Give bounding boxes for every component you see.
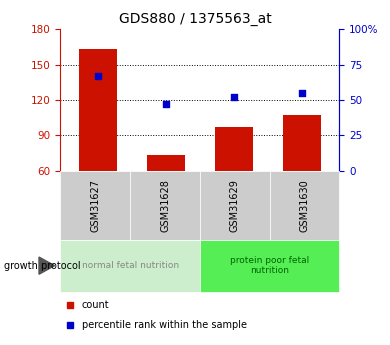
Text: normal fetal nutrition: normal fetal nutrition (82, 261, 179, 270)
Text: GDS880 / 1375563_at: GDS880 / 1375563_at (119, 12, 271, 26)
Point (95, 73, 101, 79)
Text: GSM31630: GSM31630 (300, 179, 309, 231)
Text: GSM31628: GSM31628 (160, 179, 170, 232)
Bar (283, 115, 321, 171)
Text: GSM31629: GSM31629 (230, 179, 240, 232)
Text: percentile rank within the sample: percentile rank within the sample (82, 321, 247, 330)
Point (163, 101, 169, 107)
Text: count: count (82, 300, 110, 310)
Text: GSM31627: GSM31627 (90, 179, 100, 232)
Polygon shape (39, 257, 55, 274)
Point (231, 95, 237, 100)
Text: protein poor fetal
nutrition: protein poor fetal nutrition (230, 256, 309, 275)
Bar (147, 156, 184, 171)
Bar (79, 49, 117, 171)
Text: growth protocol: growth protocol (4, 261, 80, 270)
Bar (215, 127, 253, 171)
Point (299, 90, 305, 96)
